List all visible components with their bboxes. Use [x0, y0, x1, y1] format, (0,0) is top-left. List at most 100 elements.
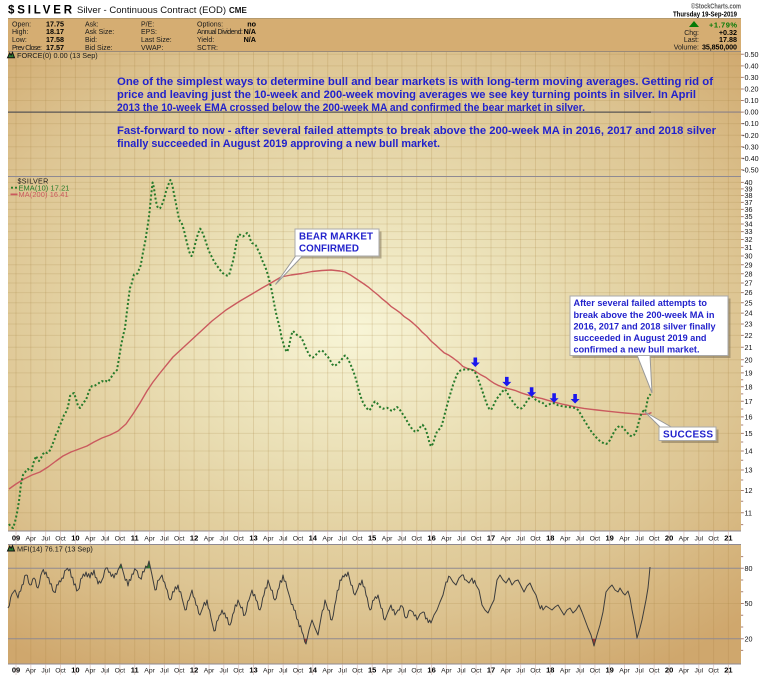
- svg-text:Oct: Oct: [233, 668, 244, 675]
- svg-text:Oct: Oct: [55, 536, 66, 543]
- svg-text:Jul: Jul: [516, 668, 525, 675]
- svg-text:Jul: Jul: [694, 668, 703, 675]
- svg-text:20: 20: [665, 666, 673, 675]
- svg-text:Jul: Jul: [160, 536, 169, 543]
- svg-text:no: no: [247, 19, 256, 28]
- svg-text:Apr: Apr: [144, 536, 155, 543]
- svg-text:Jul: Jul: [279, 668, 288, 675]
- svg-text:Thursday 19-Sep-2019: Thursday 19-Sep-2019: [673, 12, 737, 19]
- svg-text:Open:: Open:: [12, 21, 31, 28]
- svg-text:13: 13: [745, 466, 753, 475]
- svg-text:Oct: Oct: [174, 668, 185, 675]
- svg-text:Jul: Jul: [41, 536, 50, 543]
- svg-text:0.40: 0.40: [745, 62, 759, 71]
- svg-text:-0.30: -0.30: [742, 142, 758, 151]
- svg-text:Jul: Jul: [635, 536, 644, 543]
- svg-text:$SILVER: $SILVER: [18, 177, 49, 186]
- svg-text:10: 10: [71, 666, 79, 675]
- svg-text:BEAR MARKET: BEAR MARKET: [299, 232, 373, 243]
- svg-text:31: 31: [745, 243, 753, 252]
- svg-text:EMA(10) 17.21: EMA(10) 17.21: [19, 183, 70, 192]
- svg-text:20: 20: [665, 534, 673, 543]
- svg-text:Apr: Apr: [144, 668, 155, 675]
- svg-text:13: 13: [249, 534, 257, 543]
- svg-text:-0.40: -0.40: [742, 154, 758, 163]
- svg-text:Apr: Apr: [263, 536, 274, 543]
- svg-text:09: 09: [12, 534, 20, 543]
- svg-text:17: 17: [487, 666, 495, 675]
- svg-text:21: 21: [745, 343, 753, 352]
- svg-text:17.88: 17.88: [719, 35, 737, 44]
- svg-text:SCTR:: SCTR:: [197, 45, 218, 52]
- svg-text:Oct: Oct: [530, 668, 541, 675]
- svg-text:12: 12: [190, 666, 198, 675]
- svg-text:21: 21: [724, 534, 732, 543]
- svg-text:Oct: Oct: [352, 668, 363, 675]
- svg-text:Oct: Oct: [708, 668, 719, 675]
- svg-text:17.75: 17.75: [46, 19, 64, 28]
- svg-text:19: 19: [606, 666, 614, 675]
- svg-text:-0.50: -0.50: [742, 165, 758, 174]
- svg-text:Apr: Apr: [85, 536, 96, 543]
- svg-text:15: 15: [368, 666, 376, 675]
- svg-text:0.20: 0.20: [745, 85, 759, 94]
- svg-text:One of the simplest ways to de: One of the simplest ways to determine bu…: [117, 76, 713, 88]
- svg-text:09: 09: [12, 666, 20, 675]
- svg-text:Oct: Oct: [411, 536, 422, 543]
- svg-text:25: 25: [745, 298, 753, 307]
- svg-text:14: 14: [745, 447, 753, 456]
- svg-text:Oct: Oct: [115, 668, 126, 675]
- svg-text:Jul: Jul: [160, 668, 169, 675]
- svg-text:50: 50: [745, 599, 753, 608]
- svg-text:12: 12: [745, 486, 753, 495]
- svg-text:Apr: Apr: [26, 668, 37, 675]
- svg-text:18.17: 18.17: [46, 27, 64, 36]
- svg-text:Oct: Oct: [649, 536, 660, 543]
- svg-text:Jul: Jul: [694, 536, 703, 543]
- svg-text:succeeded in August 2019 and: succeeded in August 2019 and: [574, 333, 707, 343]
- svg-text:Apr: Apr: [619, 668, 630, 675]
- svg-text:0.00: 0.00: [745, 108, 759, 117]
- svg-text:Low:: Low:: [12, 37, 27, 44]
- svg-text:Oct: Oct: [590, 536, 601, 543]
- svg-text:Apr: Apr: [679, 668, 690, 675]
- svg-text:19: 19: [606, 534, 614, 543]
- svg-text:17: 17: [745, 397, 753, 406]
- svg-text:Jul: Jul: [338, 668, 347, 675]
- svg-text:Apr: Apr: [441, 536, 452, 543]
- svg-text:Apr: Apr: [382, 536, 393, 543]
- svg-text:+1.79%: +1.79%: [709, 21, 737, 30]
- svg-text:Silver - Continuous Contract (: Silver - Continuous Contract (EOD): [77, 5, 226, 16]
- svg-text:18: 18: [546, 666, 554, 675]
- svg-text:MFI(14) 76.17 (13 Sep): MFI(14) 76.17 (13 Sep): [17, 545, 93, 554]
- svg-text:24: 24: [745, 309, 753, 318]
- svg-text:20: 20: [745, 634, 753, 643]
- svg-text:Jul: Jul: [338, 536, 347, 543]
- svg-text:11: 11: [745, 508, 752, 517]
- svg-text:Jul: Jul: [457, 668, 466, 675]
- svg-text:19: 19: [745, 369, 753, 378]
- svg-text:VWAP:: VWAP:: [141, 45, 163, 52]
- svg-text:Oct: Oct: [174, 536, 185, 543]
- svg-text:35: 35: [745, 212, 753, 221]
- svg-text:After several failed attempts: After several failed attempts to: [574, 298, 708, 308]
- svg-text:©StockCharts.com: ©StockCharts.com: [691, 3, 741, 11]
- svg-text:Options:: Options:: [197, 21, 223, 28]
- svg-text:High:: High:: [12, 29, 28, 36]
- svg-text:Apr: Apr: [560, 668, 571, 675]
- svg-text:33: 33: [745, 227, 753, 236]
- svg-text:Jul: Jul: [101, 536, 110, 543]
- svg-text:Apr: Apr: [441, 668, 452, 675]
- svg-text:34: 34: [745, 220, 753, 229]
- svg-text:26: 26: [745, 288, 753, 297]
- svg-text:18: 18: [546, 534, 554, 543]
- svg-text:21: 21: [724, 666, 732, 675]
- svg-text:-0.10: -0.10: [742, 119, 758, 128]
- svg-text:28: 28: [745, 269, 753, 278]
- svg-text:Oct: Oct: [293, 536, 304, 543]
- svg-text:Apr: Apr: [382, 668, 393, 675]
- svg-text:Apr: Apr: [322, 536, 333, 543]
- svg-text:break above the 200-week MA in: break above the 200-week MA in: [574, 310, 715, 320]
- svg-text:-0.20: -0.20: [742, 131, 758, 140]
- svg-text:16: 16: [745, 413, 753, 422]
